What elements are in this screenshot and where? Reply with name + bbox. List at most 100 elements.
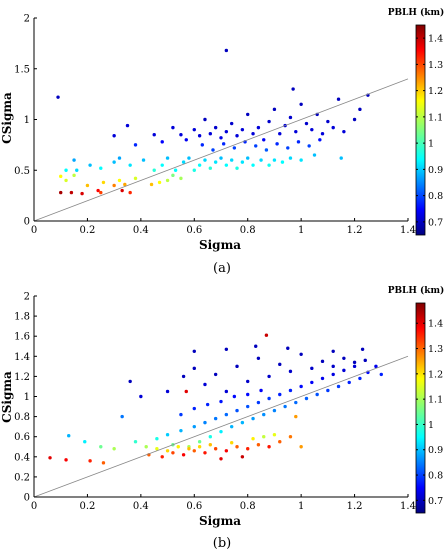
data-point-b [246, 404, 250, 409]
data-point-a [208, 132, 213, 136]
colorbar-label-b: 0.9 [428, 445, 443, 456]
data-point-b [181, 374, 186, 379]
x-tick-label-b: 0.2 [79, 501, 95, 512]
data-point-b [165, 389, 170, 394]
data-point-b [99, 445, 103, 449]
data-point-b [278, 440, 282, 444]
y-tick-label-b: 1 [24, 392, 30, 403]
colorbar-label-a: 1.2 [428, 86, 443, 97]
colorbar-gradient-a [415, 24, 426, 236]
data-point-b [197, 440, 202, 444]
points-a [56, 48, 370, 196]
data-point-b [240, 455, 245, 459]
data-point-a [184, 138, 188, 142]
data-point-b [374, 364, 378, 369]
data-point-b [320, 359, 325, 364]
caption-a: (a) [213, 261, 231, 276]
caption-b: (b) [213, 536, 231, 550]
data-point-a [259, 158, 263, 162]
data-point-b [272, 432, 277, 437]
data-point-a [272, 158, 277, 162]
data-point-a [173, 168, 178, 172]
y-tick-label-b: 2 [24, 292, 30, 303]
data-point-b [267, 445, 271, 449]
data-point-a [203, 117, 207, 122]
data-point-a [299, 158, 303, 162]
data-point-b [379, 372, 383, 377]
data-point-b [219, 457, 223, 461]
data-point-b [213, 447, 218, 451]
reference-line-b [33, 355, 409, 498]
data-point-a [197, 134, 202, 138]
data-point-b [358, 376, 362, 381]
data-point-b [347, 380, 351, 385]
colorbar-label-b: 1 [428, 420, 434, 431]
data-point-a [141, 158, 146, 162]
data-point-a [310, 127, 314, 132]
x-tick-label-b: 1 [298, 501, 304, 512]
data-point-a [272, 107, 277, 112]
data-point-a [117, 156, 122, 160]
x-tick-label-a: 1.2 [347, 225, 363, 236]
data-point-a [59, 190, 63, 195]
data-point-b [192, 449, 196, 453]
data-point-a [72, 158, 76, 162]
colorbar-label-b: 1.3 [428, 344, 443, 355]
y-tick-label-a: 1.5 [14, 64, 30, 75]
data-point-a [200, 143, 204, 147]
data-point-a [56, 95, 60, 99]
axes-b: 0 0.2 0.4 0.6 0.8 1 1.2 1.4 0 0.2 0.4 0.6 0.8 1 1.2 1.4… [14, 292, 416, 513]
data-point-b [299, 352, 303, 356]
colorbar-label-b: 1.4 [428, 319, 443, 330]
colorbar-label-a: 1 [428, 139, 434, 150]
data-point-b [304, 396, 309, 401]
colorbar-label-a: 1.4 [428, 34, 443, 45]
data-point-a [96, 188, 100, 193]
y-tick-label-b: 0.8 [14, 412, 30, 423]
data-point-a [133, 176, 138, 181]
data-point-b [176, 445, 180, 449]
data-point-b [331, 364, 335, 369]
colorbar-label-b: 0.7 [428, 496, 443, 507]
data-point-b [267, 396, 271, 401]
data-point-a [280, 160, 285, 164]
data-point-b [254, 344, 258, 348]
x-tick-label-a: 0.2 [79, 225, 95, 236]
data-point-a [59, 174, 63, 179]
data-point-b [272, 408, 277, 413]
data-point-a [267, 163, 271, 167]
x-tick-label-b: 1.2 [347, 501, 363, 512]
x-tick-label-a: 1.4 [400, 225, 416, 236]
data-point-a [229, 158, 234, 162]
colorbar-label-b: 1.1 [428, 395, 443, 406]
data-point-b [320, 376, 325, 381]
x-tick-label-b: 0 [31, 501, 37, 512]
data-point-a [229, 121, 234, 126]
data-point-b [310, 366, 314, 371]
colorbar-gradient-b [415, 302, 426, 514]
data-point-b [165, 432, 170, 437]
colorbar-label-a: 0.8 [428, 191, 443, 202]
data-point-a [256, 125, 261, 130]
data-point-b [224, 389, 229, 394]
y-tick-label-b: 1.4 [14, 352, 30, 363]
data-point-b [267, 374, 271, 379]
data-point-a [123, 182, 127, 187]
data-point-a [235, 166, 239, 170]
data-point-b [256, 400, 261, 405]
data-point-b [192, 406, 196, 411]
colorbar-label-a: 1.3 [428, 60, 443, 71]
data-point-b [235, 364, 239, 369]
y-axis-title-a: CSigma [0, 92, 14, 144]
data-point-b [352, 360, 357, 365]
y-tick-label-b: 0.6 [14, 432, 30, 443]
data-point-a [251, 132, 255, 136]
data-point-b [229, 424, 234, 429]
colorbar-title-a: PBLH (km) [388, 7, 445, 18]
data-point-b [288, 369, 293, 374]
data-point-b [235, 408, 239, 413]
data-point-a [157, 180, 162, 185]
data-point-a [320, 132, 325, 136]
data-point-a [120, 188, 124, 193]
y-tick-label-a: 1 [24, 115, 30, 126]
